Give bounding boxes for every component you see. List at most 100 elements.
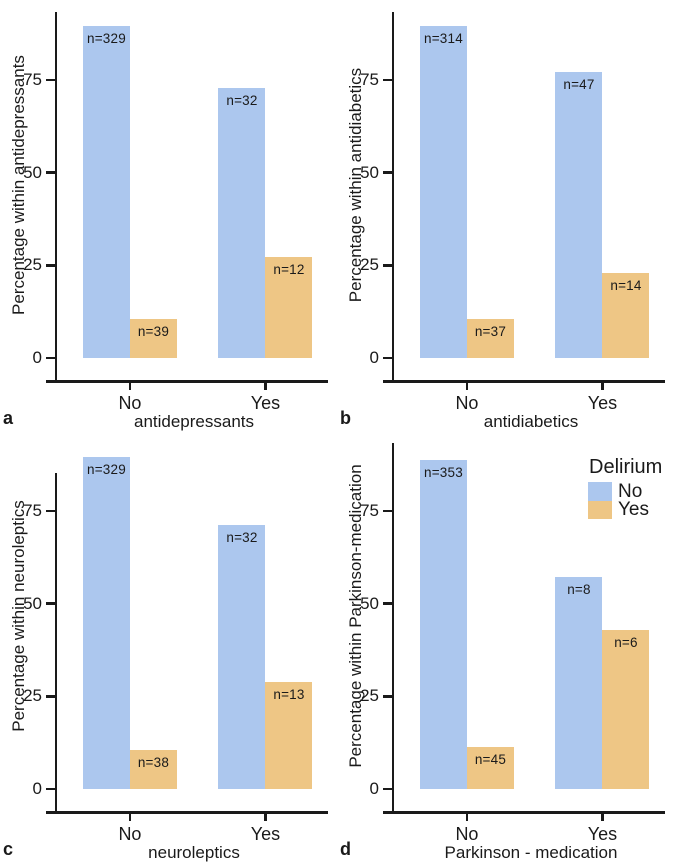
bar-yes-delirium-no: n=32: [218, 88, 266, 358]
y-tick: [46, 356, 56, 360]
legend-swatch-no-icon: [588, 482, 612, 501]
y-tick-label: 0: [32, 779, 42, 798]
y-tick: [383, 356, 393, 360]
x-axis-line: [46, 380, 328, 383]
legend-item-yes: Yes: [588, 500, 662, 519]
x-axis-line: [383, 380, 665, 383]
bar-count-label: n=47: [563, 77, 595, 93]
x-axis-line: [46, 811, 328, 814]
legend-swatch-yes-icon: [588, 500, 612, 519]
y-tick-label: 0: [369, 348, 379, 367]
y-tick-label: 25: [23, 686, 42, 706]
bar-no-delirium-no: n=314: [419, 26, 467, 358]
bar-no-delirium-yes: n=45: [466, 747, 514, 789]
x-axis-title: antidepressants: [133, 412, 255, 431]
x-tick: [264, 380, 267, 390]
plot-area: 0 25 50 75 n=329 n=39 n=32 n=12: [23, 12, 332, 367]
x-axis-line: [383, 811, 665, 814]
y-tick: [46, 787, 56, 791]
bar-count-label: n=6: [614, 634, 638, 650]
bar-count-label: n=353: [423, 465, 463, 481]
bar-yes-delirium-yes: n=13: [265, 681, 313, 789]
bar-yes-delirium-yes: n=12: [265, 256, 313, 358]
y-tick: [46, 602, 56, 605]
y-tick-label: 25: [23, 255, 42, 275]
y-tick: [46, 264, 56, 267]
y-tick: [383, 78, 393, 82]
y-tick: [383, 509, 393, 513]
panel-letter: a: [3, 408, 14, 428]
panel-letter: b: [340, 408, 351, 428]
plot-area: 0 25 50 75 n=314 n=37 n=47 n=14: [360, 12, 669, 367]
panel-d: Percentage within Parkinson-medication 0…: [337, 431, 673, 862]
y-tick-label: 75: [23, 500, 42, 520]
bar-yes-delirium-yes: n=6: [602, 629, 650, 789]
y-tick-label: 0: [369, 779, 379, 798]
bar-count-label: n=32: [226, 530, 258, 546]
x-category-label: No: [118, 824, 142, 844]
y-axis-line: [54, 473, 57, 813]
x-tick: [264, 811, 267, 821]
panel-a: Percentage within antidepressants 0 25 50 7…: [0, 0, 336, 431]
x-category-label: Yes: [250, 824, 281, 844]
y-tick: [383, 695, 393, 698]
bar-no-delirium-yes: n=37: [466, 319, 514, 358]
plot-area: 0 25 50 75 n=353 n=45 n=8 n=6: [360, 443, 669, 798]
y-axis-title: Percentage within antidepressants: [9, 55, 28, 315]
bar-count-label: n=32: [226, 93, 258, 109]
bar-count-label: n=37: [474, 324, 507, 340]
y-tick-label: 75: [23, 69, 42, 89]
y-tick: [46, 78, 56, 82]
x-category-label: Yes: [587, 393, 618, 413]
y-tick-label: 0: [32, 348, 42, 367]
y-tick-label: 75: [360, 500, 379, 520]
x-tick: [601, 811, 604, 821]
y-tick-label: 50: [360, 593, 379, 613]
y-axis-line: [391, 443, 394, 813]
bar-count-label: n=8: [567, 582, 591, 598]
y-tick: [46, 509, 56, 513]
panel-c: Percentage within neuroleptics 0 25 50 75 n=…: [0, 431, 336, 862]
x-axis-title: antidiabetics: [483, 412, 579, 431]
bar-yes-delirium-no: n=8: [555, 577, 603, 789]
bar-count-label: n=329: [86, 31, 126, 47]
legend-delirium: Delirium No Yes: [588, 455, 662, 519]
bar-count-label: n=314: [423, 31, 463, 47]
bar-count-label: n=329: [86, 461, 126, 477]
bar-no-delirium-no: n=329: [82, 26, 130, 358]
y-tick-label: 75: [360, 69, 379, 89]
x-category-label: Yes: [250, 393, 281, 413]
x-axis-title: Parkinson - medication: [444, 843, 618, 862]
bar-yes-delirium-no: n=47: [555, 72, 603, 358]
bar-count-label: n=12: [273, 261, 305, 277]
bar-count-label: n=39: [137, 323, 170, 339]
y-tick: [383, 602, 393, 605]
y-tick-label: 25: [360, 686, 379, 706]
x-tick: [128, 380, 132, 390]
bar-no-delirium-yes: n=39: [129, 318, 177, 358]
y-tick-label: 50: [360, 162, 379, 182]
panel-b: Percentage within antidiabetics 0 25 50 75 n…: [337, 0, 673, 431]
bar-yes-delirium-yes: n=14: [602, 272, 650, 358]
bar-count-label: n=38: [137, 755, 170, 771]
bar-no-delirium-yes: n=38: [129, 750, 177, 789]
y-tick-label: 25: [360, 255, 379, 275]
legend-item-no: No: [588, 482, 662, 501]
bar-no-delirium-no: n=329: [82, 456, 130, 789]
legend-label-no: No: [618, 480, 643, 502]
bar-count-label: n=13: [273, 686, 305, 702]
x-axis-title: neuroleptics: [148, 843, 240, 862]
bar-count-label: n=14: [610, 277, 642, 293]
y-axis-line: [391, 12, 394, 382]
plot-area: 0 25 50 75 n=329 n=38 n=32 n=13: [23, 443, 332, 798]
y-tick: [383, 264, 393, 267]
y-tick-label: 50: [23, 593, 42, 613]
x-tick: [465, 811, 469, 821]
legend-title: Delirium: [589, 456, 663, 478]
bar-no-delirium-no: n=353: [419, 460, 467, 789]
y-tick: [383, 171, 393, 174]
x-category-label: No: [455, 824, 479, 844]
panel-letter: c: [3, 839, 14, 859]
x-category-label: Yes: [587, 824, 618, 844]
